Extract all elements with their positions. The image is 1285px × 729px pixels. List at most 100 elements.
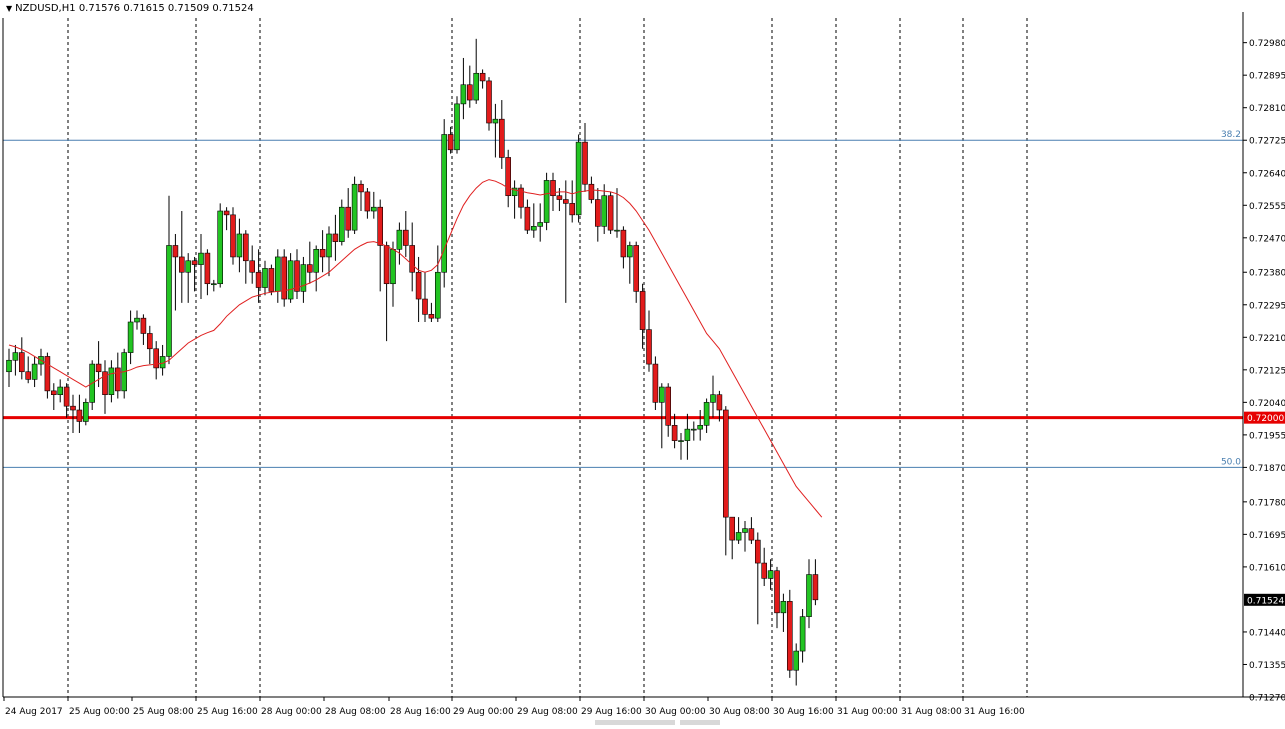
bull-candle-body — [492, 118, 499, 124]
bull-candle-body — [262, 268, 268, 288]
price-tick-label: 0.71780 — [1249, 498, 1285, 508]
session-gridlines — [67, 18, 1028, 697]
bull-candle-body — [31, 363, 38, 380]
bear-candle-body — [754, 539, 761, 564]
price-tick-label: 0.71270 — [1249, 694, 1285, 704]
bull-candle-body — [236, 233, 243, 258]
bear-candle-body — [102, 371, 108, 395]
bear-candle-body — [569, 203, 576, 216]
bear-candle-body — [639, 291, 646, 330]
bull-candle-body — [697, 425, 704, 430]
price-tick-label: 0.72640 — [1249, 169, 1285, 179]
dropdown-triangle-icon[interactable]: ▼ — [6, 4, 13, 13]
bull-candle-body — [108, 367, 115, 395]
bear-candle-body — [620, 229, 627, 258]
bear-candle-body — [486, 80, 492, 124]
price-tick-label: 0.72295 — [1249, 301, 1285, 311]
bear-candle-body — [345, 206, 352, 231]
bear-candle-body — [204, 252, 211, 285]
time-tick-label: 31 Aug 00:00 — [837, 707, 898, 717]
bull-candle-body — [735, 532, 742, 541]
bear-candle-body — [44, 356, 51, 392]
bull-candle-body — [780, 601, 787, 614]
price-tick-label: 0.72380 — [1249, 269, 1285, 279]
time-tick-label: 25 Aug 08:00 — [133, 707, 194, 717]
bull-candle-body — [166, 245, 172, 357]
bear-candle-body — [671, 425, 678, 441]
time-scroll-thumb — [595, 720, 675, 725]
bear-candle-body — [377, 206, 384, 246]
bear-candle-body — [223, 210, 230, 216]
bear-candle-body — [774, 570, 780, 614]
candles — [6, 38, 819, 686]
bull-candle-body — [217, 210, 223, 285]
price-tick-label: 0.71955 — [1249, 431, 1285, 441]
bear-candle-body — [230, 214, 236, 258]
bear-candle-body — [402, 229, 409, 246]
bear-candle-body — [25, 371, 32, 380]
bull-candle-body — [601, 195, 608, 227]
time-tick-label: 29 Aug 16:00 — [581, 707, 642, 717]
time-tick-label: 28 Aug 16:00 — [390, 707, 451, 717]
bear-candle-body — [281, 256, 288, 300]
bull-candle-body — [658, 386, 665, 403]
bull-candle-body — [742, 528, 748, 533]
price-tick-label: 0.72125 — [1249, 366, 1285, 376]
bull-candle-body — [441, 134, 448, 273]
bear-candle-body — [268, 268, 275, 292]
bull-candle-body — [287, 260, 294, 300]
bear-candle-body — [716, 394, 723, 411]
bull-candle-body — [134, 317, 140, 323]
bear-candle-body — [422, 298, 428, 315]
bear-candle-body — [243, 233, 249, 262]
time-tick-label: 28 Aug 08:00 — [325, 707, 386, 717]
bear-candle-body — [147, 333, 153, 350]
price-axis: 0.72980 0.72895 0.72810 0.72725 0.72640 0.725… — [1243, 39, 1285, 704]
price-tick-label: 0.71610 — [1249, 563, 1285, 573]
price-tick-label: 0.72470 — [1249, 234, 1285, 244]
bear-candle-body — [18, 352, 25, 373]
bull-candle-body — [460, 84, 467, 105]
bear-candle-body — [594, 199, 601, 227]
time-tick-label: 31 Aug 16:00 — [964, 707, 1025, 717]
bull-candle-body — [274, 256, 281, 292]
bull-candle-body — [127, 321, 134, 353]
bear-candle-body — [409, 245, 416, 273]
bear-candle-body — [255, 271, 262, 288]
moving-average-line — [8, 179, 823, 518]
time-tick-label: 30 Aug 08:00 — [709, 707, 770, 717]
bull-candle-body — [537, 222, 544, 227]
bear-candle-body — [729, 516, 736, 541]
current-price-box — [1244, 593, 1285, 606]
bear-candle-body — [466, 84, 473, 101]
price-tick-label: 0.72725 — [1249, 137, 1285, 147]
bear-candle-body — [76, 409, 83, 422]
time-axis: 24 Aug 2017 25 Aug 00:00 25 Aug 08:00 25 Au… — [3, 697, 1025, 725]
bear-candle-body — [70, 405, 76, 411]
price-tick-label: 0.71355 — [1249, 661, 1285, 671]
bull-candle-body — [300, 264, 307, 292]
price-tick-label: 0.71695 — [1249, 531, 1285, 541]
price-tick-label: 0.72980 — [1249, 39, 1285, 49]
bull-candle-body — [12, 352, 19, 361]
bull-candle-body — [185, 260, 191, 273]
ohlc-values: 0.71576 0.71615 0.71509 0.71524 — [78, 3, 254, 14]
bull-candle-body — [473, 72, 480, 101]
current-price-label: 0.71524 — [1247, 596, 1284, 606]
time-tick-label: 31 Aug 08:00 — [901, 707, 962, 717]
bull-candle-body — [6, 359, 12, 373]
bull-candle-body — [390, 248, 396, 285]
time-tick-label: 29 Aug 00:00 — [453, 707, 514, 717]
bull-candle-body — [690, 428, 697, 431]
bull-candle-body — [454, 103, 460, 151]
symbol-label: NZDUSD,H1 — [15, 3, 76, 14]
bear-candle-body — [550, 180, 556, 197]
bear-candle-body — [153, 348, 159, 369]
bear-candle-body — [652, 363, 659, 403]
bear-candle-body — [364, 191, 371, 212]
time-scroll-thumb — [680, 720, 720, 725]
time-tick-label: 24 Aug 2017 — [5, 707, 63, 717]
bear-candle-body — [140, 317, 147, 334]
